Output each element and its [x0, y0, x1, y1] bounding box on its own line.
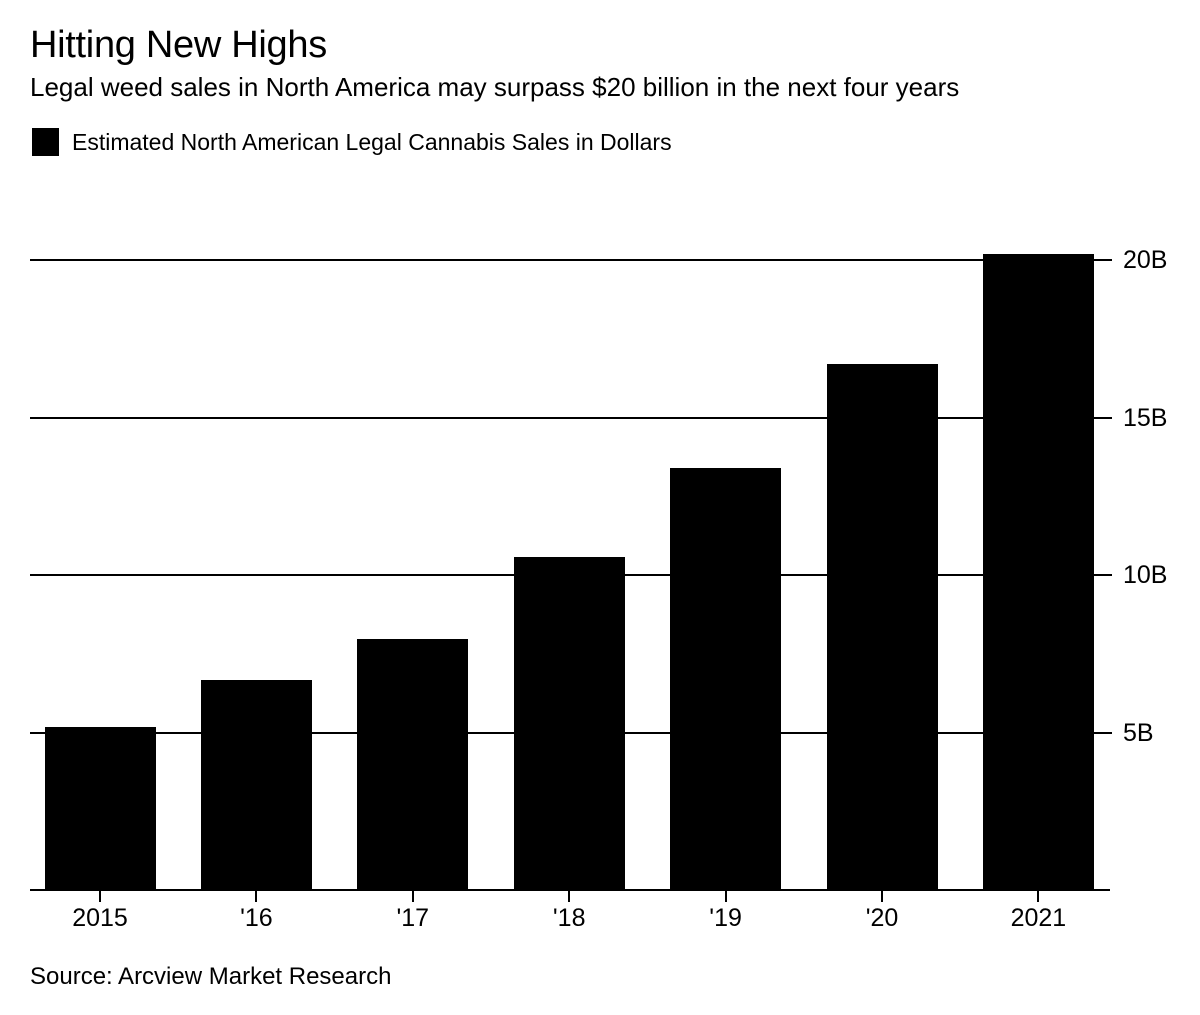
bar-20 [826, 364, 938, 891]
ytick-label-10B: 10B [1123, 561, 1168, 590]
bar-chart: 5B 10B 15B 20B 2015 '16 '17 '18 '19 '20 2021 [30, 241, 1167, 932]
xtick-2015 [99, 891, 101, 902]
ytick-label-20B: 20B [1123, 245, 1168, 274]
page-title: Hitting New Highs [30, 24, 327, 66]
xtick-label-20: '20 [865, 904, 899, 932]
xtick-label-18: '18 [552, 904, 586, 932]
bar-2021 [982, 253, 1094, 891]
gridline-20B [30, 258, 1112, 261]
xtick-label-17: '17 [396, 904, 430, 932]
xtick-2021 [1037, 891, 1040, 902]
xtick-19 [724, 891, 727, 902]
gridline-15B [30, 416, 1112, 419]
bar-18 [513, 556, 625, 891]
bar-17 [357, 638, 469, 891]
legend: Estimated North American Legal Cannabis … [32, 127, 672, 157]
xtick-label-19: '19 [709, 904, 742, 932]
xtick-16 [255, 891, 258, 902]
x-axis-line [30, 889, 1110, 891]
legend-swatch-icon [32, 128, 59, 156]
xtick-label-16: '16 [240, 904, 273, 932]
xtick-17 [411, 891, 414, 902]
ytick-label-15B: 15B [1123, 403, 1168, 432]
xtick-20 [881, 891, 883, 902]
xtick-18 [568, 891, 571, 902]
xtick-label-2015: 2015 [72, 904, 128, 932]
xtick-label-2021: 2021 [1010, 904, 1067, 932]
legend-label: Estimated North American Legal Cannabis … [72, 128, 672, 155]
bar-2015 [44, 726, 156, 891]
source-note: Source: Arcview Market Research [30, 963, 392, 990]
ytick-label-5B: 5B [1123, 719, 1154, 748]
bar-19 [670, 468, 782, 891]
bar-16 [200, 679, 312, 891]
chart-subtitle: Legal weed sales in North America may su… [30, 72, 960, 102]
